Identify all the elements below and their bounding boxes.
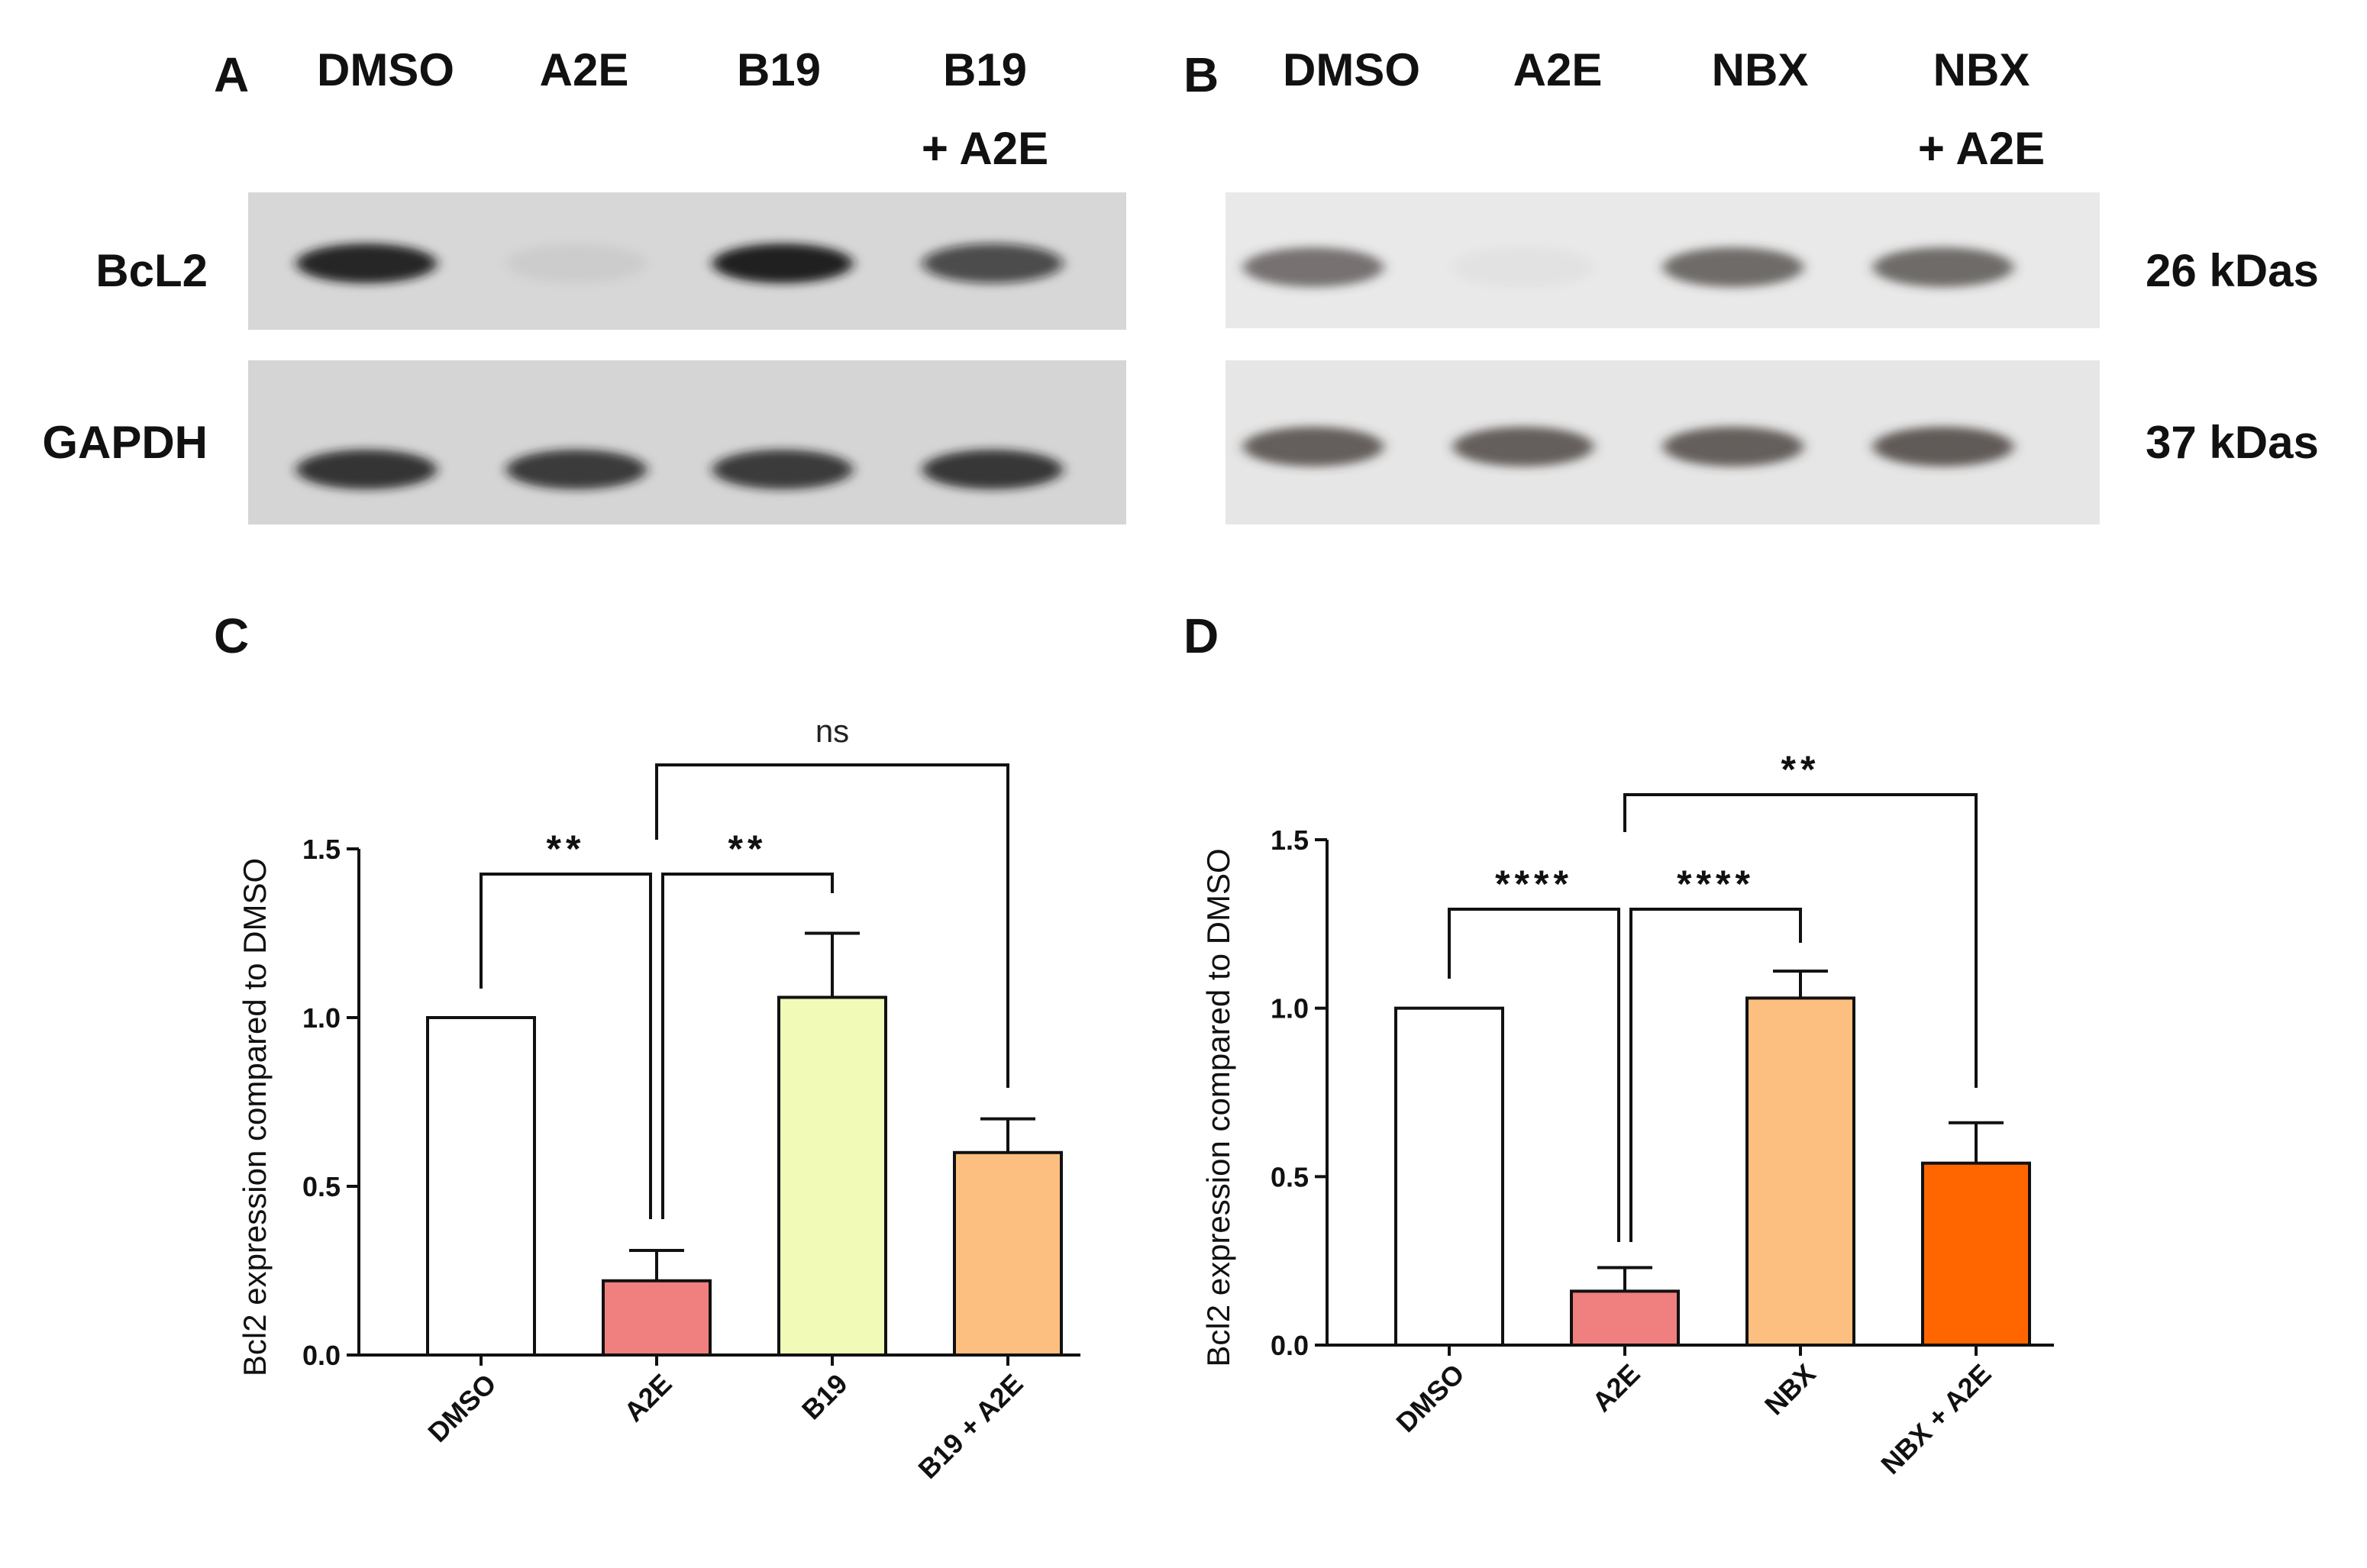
panel-c-bar-2 bbox=[777, 995, 887, 1357]
panel-a: A DMSO A2E B19 B19 + A2E BcL2 GAPDH bbox=[42, 44, 1126, 524]
panel-a-lane-a2e: A2E bbox=[540, 44, 629, 95]
panel-c-y-tick-label-2: 1.0 bbox=[302, 1002, 341, 1034]
panel-a-bands bbox=[296, 244, 1063, 489]
panel-c-bar-1 bbox=[602, 1279, 712, 1357]
panel-b-lane-dmso: DMSO bbox=[1283, 44, 1420, 95]
panel-a-band-gapdh-0 bbox=[296, 450, 437, 489]
panel-d-chart: 0.0 0.5 1.0 1.5 Bcl2 expression compared to … bbox=[1200, 748, 2054, 1480]
panel-d: D 0.0 0.5 1.0 1.5 Bcl2 expression compared t… bbox=[1184, 608, 2054, 1480]
panel-b-bands bbox=[1243, 247, 2013, 466]
panel-b-band-gapdh-0 bbox=[1243, 427, 1384, 466]
panel-b-lane-a2e: A2E bbox=[1513, 44, 1603, 95]
panel-c-bar-0 bbox=[426, 1016, 536, 1357]
blot-row-label-gapdh: GAPDH bbox=[42, 417, 208, 468]
panel-b-band-bcl2-2 bbox=[1663, 247, 1804, 287]
panel-b-letter: B bbox=[1184, 47, 1219, 102]
panel-b-lane-nbx-a2e-line2: + A2E bbox=[1918, 123, 2045, 174]
blot-size-26kda: 26 kDas bbox=[2146, 245, 2319, 296]
panel-c-chart: 0.0 0.5 1.0 1.5 Bcl2 expression compared to … bbox=[237, 713, 1080, 1485]
panel-b-band-bcl2-1 bbox=[1453, 247, 1594, 287]
panel-d-y-tick-label-3: 1.5 bbox=[1271, 824, 1309, 856]
panel-d-bar-1 bbox=[1570, 1289, 1680, 1347]
panel-b-band-gapdh-1 bbox=[1453, 427, 1594, 466]
panel-c-category-label-0: DMSO bbox=[421, 1368, 502, 1448]
panel-c-y-tick-label-3: 1.5 bbox=[302, 834, 341, 865]
blot-size-37kda: 37 kDas bbox=[2146, 417, 2319, 468]
panel-d-bar-2 bbox=[1745, 996, 1855, 1347]
panel-d-bar-3 bbox=[1921, 1161, 2031, 1347]
panel-d-letter: D bbox=[1184, 608, 1219, 663]
panel-c-category-label-1: A2E bbox=[618, 1368, 678, 1428]
panel-c: C 0.0 0.5 1.0 1.5 Bcl2 expression compared t… bbox=[214, 608, 1080, 1485]
panel-a-band-gapdh-3 bbox=[922, 450, 1063, 489]
panel-c-sig-bracket-1 bbox=[661, 873, 834, 1219]
panel-c-bar-3 bbox=[953, 1150, 1063, 1357]
panel-a-lane-dmso: DMSO bbox=[317, 44, 454, 95]
panel-b-band-gapdh-2 bbox=[1663, 427, 1804, 466]
panel-a-band-bcl2-3 bbox=[922, 244, 1063, 283]
panel-c-category-label-2: B19 bbox=[796, 1368, 854, 1426]
panel-b-band-bcl2-3 bbox=[1873, 247, 2013, 287]
panel-a-gapdh-membrane bbox=[248, 360, 1126, 524]
panel-d-y-tick-label-2: 1.0 bbox=[1271, 993, 1309, 1024]
panel-c-sig-bracket-0 bbox=[480, 873, 652, 1219]
panel-d-sig-bracket-2 bbox=[1623, 793, 1978, 1088]
blot-row-label-bcl2: BcL2 bbox=[95, 245, 208, 296]
panel-d-y-axis-title: Bcl2 expression compared to DMSO bbox=[1200, 848, 1236, 1366]
panel-d-category-label-0: DMSO bbox=[1390, 1358, 1470, 1438]
panel-d-sig-label-0: **** bbox=[1495, 863, 1573, 905]
panel-d-category-label-3: NBX + A2E bbox=[1875, 1358, 1997, 1480]
panel-b-lane-nbx-a2e-line1: NBX bbox=[1933, 44, 2030, 95]
panel-d-category-label-1: A2E bbox=[1586, 1358, 1646, 1418]
panel-b-band-gapdh-3 bbox=[1873, 427, 2013, 466]
panel-a-lane-b19-a2e-line2: + A2E bbox=[922, 123, 1048, 174]
panel-d-sig-label-1: **** bbox=[1677, 863, 1755, 905]
panel-c-sig-bracket-2 bbox=[655, 763, 1009, 1088]
panel-b-lane-nbx: NBX bbox=[1712, 44, 1809, 95]
panel-d-y-tick-label-1: 0.5 bbox=[1271, 1161, 1309, 1192]
panel-a-band-bcl2-0 bbox=[296, 244, 437, 283]
panel-d-sig-bracket-0 bbox=[1448, 908, 1620, 1242]
panel-d-y-tick-label-0: 0.0 bbox=[1271, 1330, 1309, 1361]
panel-c-y-axis-title: Bcl2 expression compared to DMSO bbox=[237, 858, 273, 1376]
panel-c-sig-label-0: ** bbox=[547, 828, 586, 870]
panel-a-band-bcl2-2 bbox=[712, 244, 853, 283]
panel-c-letter: C bbox=[214, 608, 249, 663]
panel-c-sig-label-2: ns bbox=[815, 713, 849, 749]
panel-a-letter: A bbox=[214, 47, 249, 102]
panel-b: B DMSO A2E NBX NBX + A2E 26 kDas 37 kDas bbox=[1184, 44, 2319, 524]
panel-d-category-label-2: NBX bbox=[1758, 1358, 1822, 1421]
panel-a-band-gapdh-2 bbox=[712, 450, 853, 489]
panel-c-y-tick-label-0: 0.0 bbox=[302, 1340, 341, 1371]
panel-d-bar-0 bbox=[1394, 1006, 1504, 1347]
panel-d-sig-label-2: ** bbox=[1781, 748, 1820, 791]
panel-b-band-bcl2-0 bbox=[1243, 247, 1384, 287]
panel-c-sig-label-1: ** bbox=[728, 828, 767, 870]
panel-a-lane-b19-a2e-line1: B19 bbox=[943, 44, 1027, 95]
panel-c-y-tick-label-1: 0.5 bbox=[302, 1171, 341, 1202]
panel-a-band-gapdh-1 bbox=[506, 450, 647, 489]
panel-a-band-bcl2-1 bbox=[506, 244, 647, 283]
panel-c-category-label-3: B19 + A2E bbox=[912, 1368, 1028, 1485]
panel-a-lane-b19: B19 bbox=[737, 44, 821, 95]
panel-d-sig-bracket-1 bbox=[1629, 908, 1802, 1242]
